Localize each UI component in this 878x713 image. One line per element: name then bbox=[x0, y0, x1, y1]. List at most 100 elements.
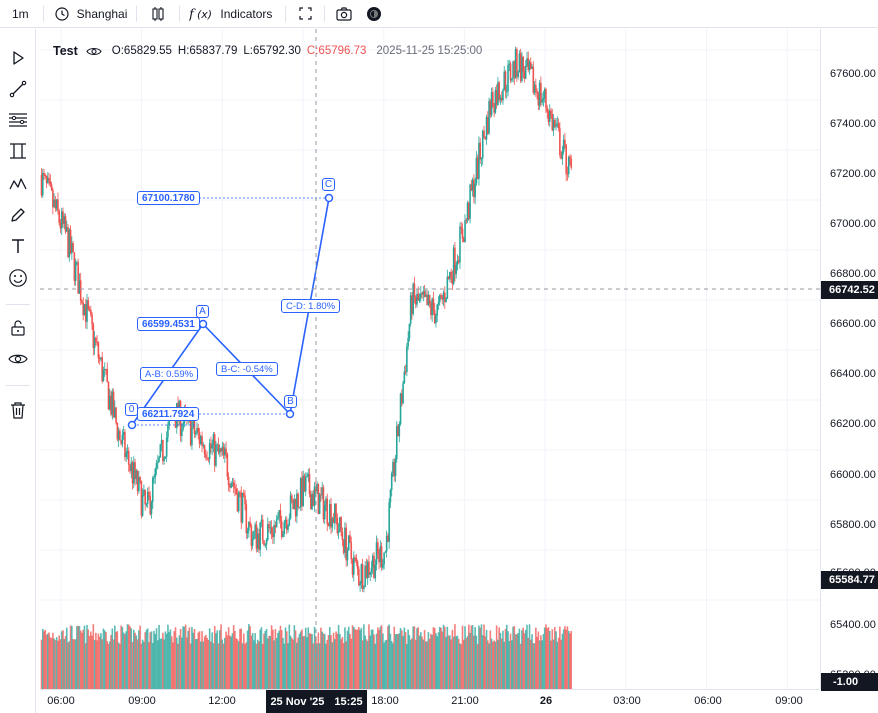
volume-bar bbox=[122, 632, 125, 689]
candle-body bbox=[462, 238, 465, 242]
candle-body bbox=[241, 493, 244, 523]
candle-body bbox=[359, 583, 361, 586]
fullscreen-button[interactable] bbox=[286, 0, 324, 28]
leg-ab-label[interactable]: A-B: 0.59% bbox=[140, 367, 199, 381]
candle-body bbox=[206, 457, 208, 459]
volume-bar bbox=[426, 641, 428, 689]
candle-body bbox=[45, 175, 48, 183]
volume-bar bbox=[442, 624, 445, 689]
time-axis[interactable]: 06:00 09:00 12:00 18:00 21:00 26 03:00 0… bbox=[40, 689, 820, 713]
volume-bar bbox=[393, 626, 396, 689]
legend-eye-icon[interactable] bbox=[86, 46, 102, 57]
volume-bar bbox=[435, 633, 437, 689]
candle-body bbox=[504, 71, 507, 92]
candle-body bbox=[368, 561, 370, 575]
candle-body bbox=[565, 144, 567, 174]
point-c-marker[interactable]: C bbox=[322, 178, 335, 191]
point-0-price-label[interactable]: 66211.7924 bbox=[137, 407, 200, 421]
leg-bc-label[interactable]: B-C: -0.54% bbox=[216, 362, 278, 376]
candle-body bbox=[307, 473, 310, 477]
volume-bar bbox=[170, 636, 173, 689]
volume-bar bbox=[163, 639, 165, 689]
point-a-price-label[interactable]: 66599.4531 bbox=[137, 317, 200, 331]
point-a-marker[interactable]: A bbox=[196, 305, 209, 318]
price-axis[interactable]: 67600.00 67400.00 67200.00 67000.00 6680… bbox=[820, 29, 878, 689]
candle-body bbox=[306, 476, 308, 478]
volume-bar bbox=[49, 637, 52, 689]
volume-bar bbox=[272, 629, 274, 689]
leg-cd-label[interactable]: C-D: 1.80% bbox=[281, 299, 341, 313]
candle-body bbox=[433, 310, 436, 324]
candle-body bbox=[366, 561, 369, 578]
indicators-button[interactable]: f (x) Indicators bbox=[180, 0, 281, 28]
screenshot-button[interactable] bbox=[325, 0, 363, 28]
point-0-marker[interactable]: 0 bbox=[125, 403, 138, 416]
candle-body bbox=[431, 298, 433, 316]
candle-body bbox=[518, 53, 521, 73]
volume-bar bbox=[164, 631, 167, 689]
pattern-handle bbox=[324, 193, 334, 203]
volume-bar bbox=[40, 639, 43, 689]
volume-bar bbox=[550, 640, 552, 689]
volume-bar bbox=[566, 626, 569, 689]
volume-bar bbox=[354, 628, 356, 689]
volume-bar bbox=[162, 632, 164, 689]
pattern-button[interactable] bbox=[6, 174, 30, 198]
candle-body bbox=[454, 247, 456, 275]
candle-body bbox=[414, 297, 417, 305]
candle-body bbox=[160, 439, 163, 445]
volume-bar bbox=[293, 625, 296, 689]
point-c-price-label[interactable]: 67100.1780 bbox=[137, 191, 200, 205]
channel-button[interactable] bbox=[6, 141, 30, 165]
candle-body bbox=[340, 517, 342, 532]
volume-bar bbox=[345, 641, 347, 689]
remove-drawings-button[interactable] bbox=[6, 400, 30, 424]
cursor-button[interactable] bbox=[6, 48, 30, 72]
visibility-button[interactable] bbox=[6, 349, 30, 373]
candle-body bbox=[162, 439, 164, 462]
fullscreen-icon bbox=[296, 5, 314, 23]
brush-button[interactable] bbox=[6, 205, 30, 229]
volume-bar bbox=[352, 626, 355, 689]
volume-bar bbox=[92, 624, 95, 689]
candle-body bbox=[323, 504, 326, 520]
candle-body bbox=[373, 555, 375, 579]
volume-bar bbox=[234, 631, 236, 689]
candle-body bbox=[189, 416, 192, 446]
theme-button[interactable] bbox=[363, 0, 385, 28]
chart-pane[interactable] bbox=[40, 29, 820, 689]
volume-bar bbox=[50, 638, 53, 689]
volume-bar bbox=[264, 630, 267, 689]
candle-body bbox=[208, 443, 211, 460]
candle-body bbox=[512, 61, 514, 79]
volume-bar bbox=[253, 640, 255, 689]
volume-bar bbox=[258, 641, 260, 689]
indicators-label: Indicators bbox=[220, 6, 273, 21]
candle-body bbox=[44, 175, 47, 177]
volume-bar bbox=[425, 641, 427, 689]
candle-body bbox=[77, 262, 79, 294]
volume-bar bbox=[446, 626, 449, 689]
chart-type-button[interactable] bbox=[137, 0, 179, 28]
timezone-button[interactable]: Shanghai bbox=[44, 0, 137, 28]
candle-body bbox=[417, 293, 420, 301]
candle-body bbox=[203, 444, 206, 455]
price-chart[interactable] bbox=[40, 29, 820, 689]
trendline-button[interactable] bbox=[6, 79, 30, 103]
candle-body bbox=[363, 587, 365, 589]
text-button[interactable] bbox=[6, 236, 30, 260]
candle-body bbox=[91, 314, 93, 325]
lock-button[interactable] bbox=[6, 318, 30, 342]
candle-body bbox=[369, 572, 372, 575]
volume-bar bbox=[344, 627, 346, 689]
candle-body bbox=[255, 524, 258, 549]
interval-button[interactable]: 1m bbox=[0, 0, 43, 28]
candle-body bbox=[174, 418, 177, 428]
fib-button[interactable] bbox=[6, 110, 30, 134]
candle-body bbox=[430, 303, 432, 316]
emoji-button[interactable] bbox=[6, 268, 30, 292]
point-b-marker[interactable]: B bbox=[284, 395, 297, 408]
candle-body bbox=[165, 437, 168, 457]
candle-body bbox=[97, 342, 100, 359]
candle-body bbox=[500, 97, 503, 101]
